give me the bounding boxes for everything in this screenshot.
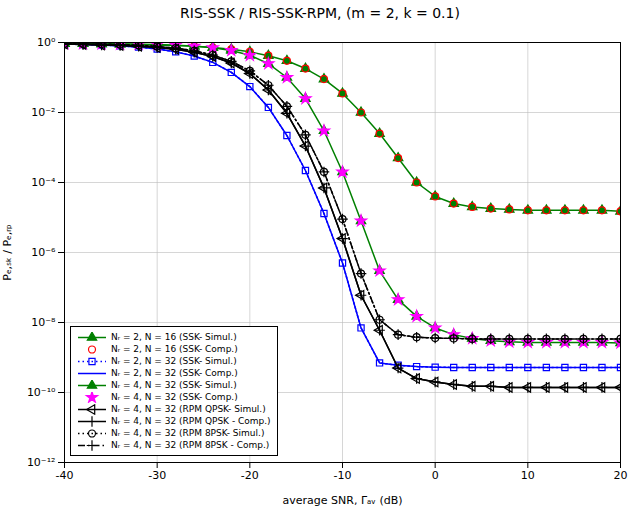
html-text:Nᵣ = 2, N = 16 (SSK- Simul.): Nᵣ = 2, N = 16 (SSK- Simul.) xyxy=(111,332,237,342)
svg-text:10: 10 xyxy=(521,469,535,482)
svg-text:0: 0 xyxy=(432,469,439,482)
html-text:RIS-SSK / RIS-SSK-RPM, (m = 2,: RIS-SSK / RIS-SSK-RPM, (m = 2, k = 0.1) xyxy=(180,5,460,21)
svg-text:-30: -30 xyxy=(148,469,166,482)
html-text:Nᵣ = 4, N = 32 (SSK- Simul.): Nᵣ = 4, N = 32 (SSK- Simul.) xyxy=(111,380,237,390)
html-text:Nᵣ = 2, N = 16 (SSK- Comp.): Nᵣ = 2, N = 16 (SSK- Comp.) xyxy=(111,344,238,354)
html-text:Nᵣ = 4, N = 32 (RPM 8PSK- Simu: Nᵣ = 4, N = 32 (RPM 8PSK- Simul.) xyxy=(111,428,265,438)
svg-text:-20: -20 xyxy=(241,469,259,482)
html-text:Nᵣ = 2, N = 32 (SSK- Comp.): Nᵣ = 2, N = 32 (SSK- Comp.) xyxy=(111,368,238,378)
svg-text:-40: -40 xyxy=(56,469,74,482)
html-text:Nᵣ = 4, N = 32 (RPM 8PSK - Com: Nᵣ = 4, N = 32 (RPM 8PSK - Comp.) xyxy=(111,440,270,450)
svg-text:10⁻⁶: 10⁻⁶ xyxy=(31,246,56,259)
svg-text:10⁻¹⁰: 10⁻¹⁰ xyxy=(27,386,56,399)
html-text:Nᵣ = 2, N = 32 (SSK- Simul.): Nᵣ = 2, N = 32 (SSK- Simul.) xyxy=(111,356,237,366)
svg-text:10⁻¹²: 10⁻¹² xyxy=(27,456,56,469)
svg-text:average SNR, Γₐᵥ (dB): average SNR, Γₐᵥ (dB) xyxy=(282,494,402,507)
svg-text:10⁻²: 10⁻² xyxy=(31,106,55,119)
svg-text:-10: -10 xyxy=(334,469,352,482)
svg-text:Pₑ,ₛₖ / Pₑ,ᵣₚ: Pₑ,ₛₖ / Pₑ,ᵣₚ xyxy=(1,224,14,281)
svg-text:20: 20 xyxy=(614,469,628,482)
svg-text:10⁻⁸: 10⁻⁸ xyxy=(31,316,56,329)
svg-text:10⁻⁴: 10⁻⁴ xyxy=(31,176,56,189)
html-text:Nᵣ = 4, N = 32 (RPM QPSK - Com: Nᵣ = 4, N = 32 (RPM QPSK - Comp.) xyxy=(111,416,271,426)
svg-text:10⁰: 10⁰ xyxy=(37,36,56,49)
html-text:Nᵣ = 4, N = 32 (SSK- Comp.): Nᵣ = 4, N = 32 (SSK- Comp.) xyxy=(111,392,238,402)
html-text:Nᵣ = 4, N = 32 (RPM QPSK- Simu: Nᵣ = 4, N = 32 (RPM QPSK- Simul.) xyxy=(111,404,266,414)
